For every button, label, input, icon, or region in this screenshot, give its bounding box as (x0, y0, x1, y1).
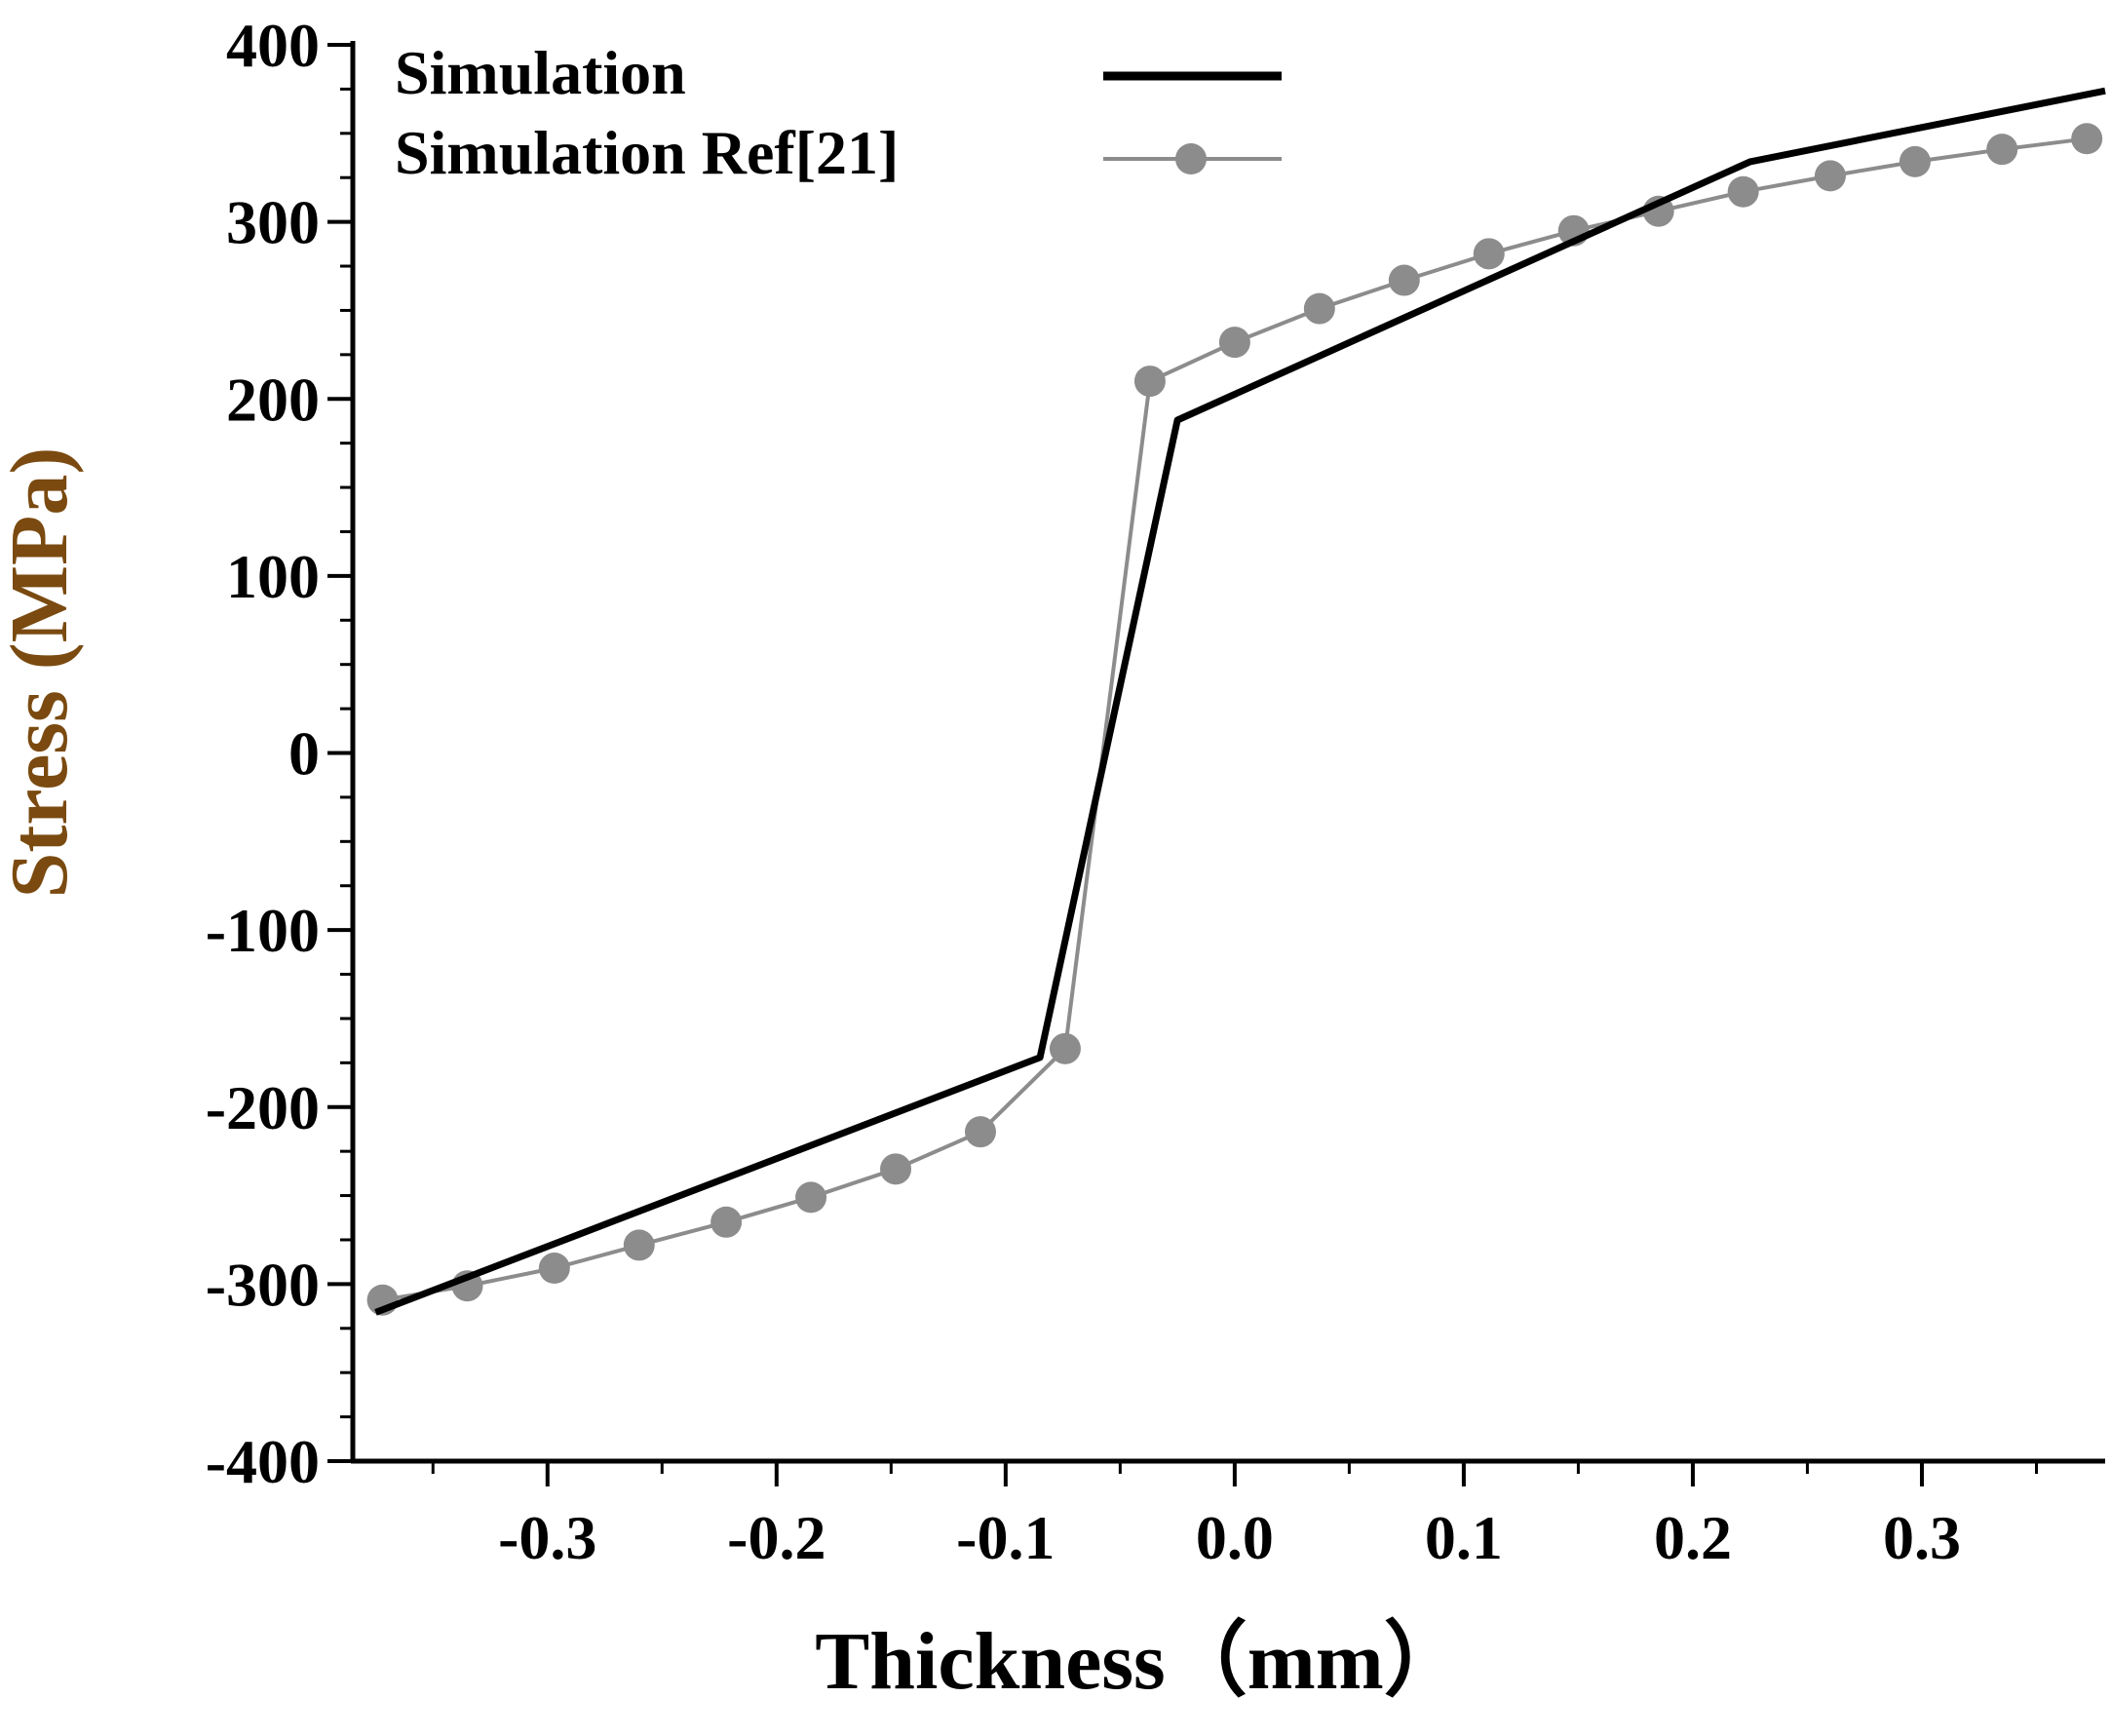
data-point (880, 1153, 912, 1185)
x-tick-label: -0.3 (498, 1503, 596, 1572)
data-point (1986, 134, 2018, 166)
y-axis-title: Stress (MPa) (0, 447, 85, 899)
x-tick-label: 0.1 (1425, 1503, 1503, 1572)
y-tick-label: 100 (226, 542, 320, 611)
y-tick-label: -100 (206, 896, 320, 965)
data-point (1049, 1032, 1081, 1064)
axes (350, 41, 2105, 1464)
legend-label-1: Simulation (395, 38, 686, 107)
data-point (1727, 175, 1759, 208)
y-tick-label: -300 (206, 1250, 320, 1319)
series-line-2 (382, 136, 2088, 1302)
data-point (1814, 160, 1846, 192)
ticks: 400 300 200 100 0 -100 -200 -300 -400 -0.3 -0.2 -0.… (206, 11, 2038, 1572)
data-point (1218, 327, 1250, 359)
legend: Simulation Simulation Ref[21] (395, 38, 1282, 187)
y-tick-label: 300 (226, 188, 320, 257)
x-tick-label: -0.1 (956, 1503, 1055, 1572)
legend-label-2: Simulation Ref[21] (395, 118, 899, 187)
x-tick-label: 0.3 (1883, 1503, 1961, 1572)
legend-marker-2 (1175, 143, 1207, 174)
data-point (538, 1253, 570, 1285)
series-layer (366, 87, 2106, 1316)
data-point (795, 1181, 827, 1214)
series-line-1 (374, 87, 2106, 1316)
data-point (1303, 292, 1335, 325)
data-point (1133, 366, 1166, 398)
data-point (964, 1116, 996, 1148)
data-point (1899, 145, 1931, 177)
y-tick-label: -200 (206, 1073, 320, 1142)
y-tick-label: 0 (288, 719, 320, 789)
data-point (1388, 264, 1420, 296)
x-tick-label: -0.2 (727, 1503, 825, 1572)
data-point (1473, 238, 1505, 270)
data-point (710, 1206, 743, 1238)
x-axis-title: Thickness（mm） (815, 1616, 1465, 1707)
y-tick-label: -400 (206, 1427, 320, 1496)
x-tick-label: 0.0 (1196, 1503, 1274, 1572)
data-point (2071, 123, 2103, 155)
x-tick-label: 0.2 (1654, 1503, 1732, 1572)
data-point (623, 1229, 655, 1261)
y-tick-label: 400 (226, 11, 320, 80)
y-tick-label: 200 (226, 365, 320, 434)
